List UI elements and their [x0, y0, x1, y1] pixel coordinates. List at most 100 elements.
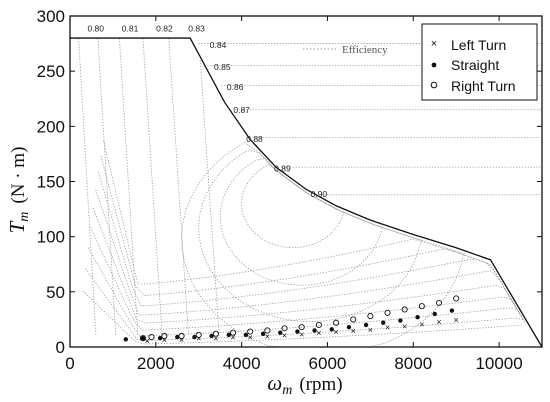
point-left-turn: × [402, 322, 407, 332]
x-tick-label: 8000 [394, 354, 432, 373]
x-tick-label: 10000 [475, 354, 522, 373]
legend-marker-dot-icon [431, 62, 437, 68]
point-right-turn [281, 325, 288, 332]
efficiency-label: 0.88 [246, 134, 263, 144]
point-right-turn [148, 334, 155, 341]
point-straight [140, 335, 146, 341]
efficiency-contour-line [142, 38, 163, 336]
point-left-turn: × [196, 334, 201, 344]
efficiency-contour-line [95, 189, 526, 323]
efficiency-contour-line [103, 140, 525, 322]
efficiency-label: 0.84 [210, 40, 227, 50]
efficiency-label: 0.83 [188, 23, 205, 33]
point-right-turn [367, 313, 374, 320]
point-right-turn [139, 335, 146, 342]
efficiency-contours [78, 38, 542, 348]
point-left-turn: × [368, 325, 373, 335]
legend-marker-x-icon: × [431, 38, 437, 50]
efficiency-contour-line [78, 38, 97, 336]
point-left-turn: × [213, 334, 218, 344]
legend-label-left-turn: Left Turn [451, 37, 506, 53]
efficiency-label: 0.80 [87, 23, 104, 33]
point-right-turn [247, 328, 254, 335]
y-tick-label: 200 [37, 117, 65, 136]
point-right-turn [435, 299, 443, 306]
x-axis-title: ωm (rpm) [267, 371, 342, 398]
y-tick-label: 300 [37, 7, 65, 26]
point-straight [157, 335, 163, 341]
efficiency-label: 0.90 [311, 189, 328, 199]
point-left-turn: × [419, 319, 424, 329]
y-tick-label: 50 [46, 283, 65, 302]
point-straight [312, 328, 317, 333]
efficiency-contour-line [219, 158, 384, 286]
y-axis-title: Tm(N · m) [5, 147, 32, 234]
x-tick-label: 2000 [137, 354, 175, 373]
point-straight [381, 320, 386, 325]
efficiency-contour-line [97, 38, 117, 336]
point-left-turn: × [385, 323, 390, 333]
point-right-turn [315, 321, 322, 328]
point-left-turn: × [333, 327, 338, 337]
point-straight [278, 330, 283, 335]
efficiency-label: 0.87 [233, 105, 250, 115]
efficiency-contour-line [199, 60, 220, 336]
point-right-turn [161, 332, 168, 340]
efficiency-label: 0.85 [214, 62, 231, 72]
point-straight [260, 331, 266, 336]
legend-label-right-turn: Right Turn [451, 78, 516, 94]
point-straight [415, 315, 420, 320]
point-straight [329, 327, 334, 332]
point-right-turn [401, 306, 408, 313]
efficiency-contour-line [100, 155, 522, 317]
annotation-text: Efficiency [342, 44, 388, 56]
point-straight [175, 334, 180, 340]
efficiency-contour-line [168, 38, 189, 336]
point-right-turn [178, 332, 185, 340]
axis-ticks: 0 2000 4000 6000 8000 10000 0 50 100 150 200 250 300 [37, 7, 542, 373]
point-left-turn: × [454, 315, 459, 325]
efficiency-contour-line [87, 247, 518, 337]
point-left-turn: × [299, 329, 304, 339]
point-straight [363, 322, 369, 328]
efficiency-label: 0.82 [156, 23, 173, 33]
point-straight [243, 332, 249, 338]
legend-label-straight: Straight [451, 57, 499, 73]
point-left-turn: × [145, 336, 150, 346]
x-tick-label: 0 [65, 354, 74, 373]
point-right-turn [453, 295, 460, 302]
max-torque-curve [70, 37, 543, 348]
efficiency-contour-line [198, 149, 423, 322]
legend: × Left Turn Straight Right Turn [421, 23, 538, 101]
point-left-turn: × [248, 333, 253, 343]
efficiency-contour-line [241, 163, 345, 249]
point-right-turn [384, 309, 391, 316]
y-tick-label: 100 [37, 228, 65, 247]
point-right-turn [195, 331, 202, 338]
efficiency-label: 0.86 [227, 82, 244, 92]
point-right-turn [212, 330, 219, 337]
legend-box [421, 23, 538, 101]
y-tick-label: 0 [56, 338, 65, 357]
point-right-turn [332, 319, 340, 326]
efficiency-label: 0.81 [122, 23, 139, 33]
legend-marker-circle-icon [430, 81, 438, 89]
point-straight [209, 333, 214, 339]
data-points: × × × × × × × × × × × × × × × × × × × [123, 295, 460, 346]
efficiency-contour-line [181, 142, 465, 348]
efficiency-contour-line [92, 207, 523, 324]
point-left-turn: × [436, 317, 441, 327]
efficiency-labels: 0.80 0.81 0.82 0.83 0.84 0.85 0.86 0.87 0.88 0.89… [87, 23, 327, 199]
point-straight [346, 324, 352, 330]
efficiency-contour-line [85, 268, 524, 341]
point-right-turn [350, 316, 357, 323]
efficiency-label: 0.89 [274, 164, 291, 174]
x-tick-label: 6000 [309, 354, 347, 373]
point-right-turn [230, 329, 237, 336]
point-left-turn: × [179, 335, 184, 345]
point-straight [295, 329, 300, 334]
x-tick-label: 4000 [223, 354, 261, 373]
point-straight [123, 337, 128, 342]
point-right-turn [298, 324, 305, 331]
